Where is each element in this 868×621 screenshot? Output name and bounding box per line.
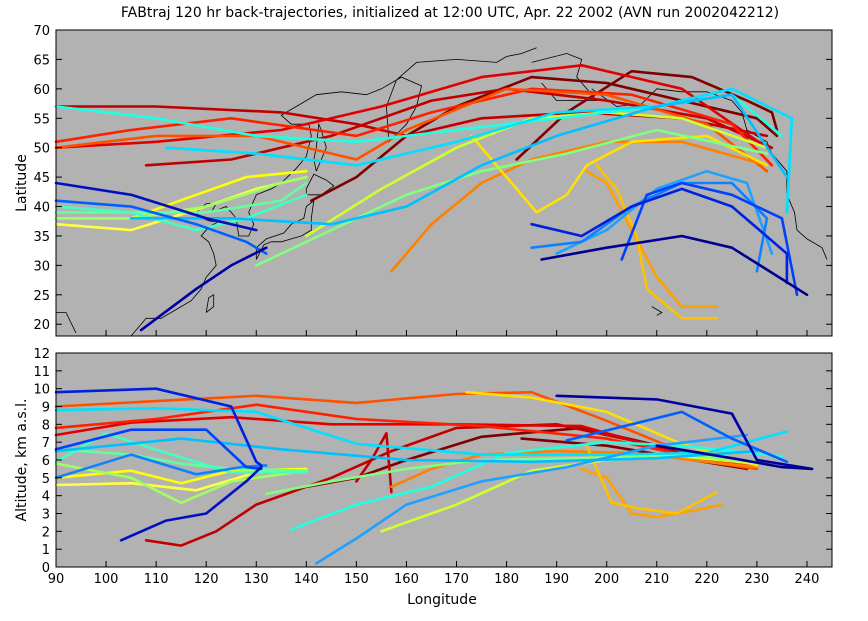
map-trajectories (54, 64, 809, 332)
altitude-x-tick-label: 190 (544, 572, 569, 587)
map-trajectory-line (129, 93, 789, 226)
altitude-y-tick-label: 12 (33, 347, 50, 362)
map-y-tick-label: 30 (33, 259, 50, 274)
map-y-tick-label: 55 (33, 112, 50, 127)
map-trajectory-line (530, 187, 789, 285)
altitude-x-tick-label: 230 (744, 572, 769, 587)
altitude-y-tick-label: 1 (42, 543, 50, 558)
altitude-trajectory-line (54, 407, 789, 456)
altitude-y-tick-label: 0 (42, 561, 50, 576)
altitude-trajectory-line (465, 390, 759, 467)
altitude-x-tick-label: 140 (294, 572, 319, 587)
map-trajectory-line (54, 87, 774, 167)
map-trajectory-line (54, 87, 769, 173)
map-trajectory-line (555, 169, 774, 255)
altitude-x-tick-label: 130 (244, 572, 269, 587)
map-y-tick-label: 50 (33, 142, 50, 157)
altitude-x-tick-label: 160 (394, 572, 419, 587)
map-y-tick-label: 45 (33, 171, 50, 186)
altitude-y-tick-label: 10 (33, 383, 50, 398)
altitude-x-tick-label: 200 (594, 572, 619, 587)
altitude-trajectory-line (655, 444, 814, 471)
altitude-trajectory-line (54, 387, 263, 467)
map-trajectory-line (620, 181, 799, 297)
map-trajectory-line (305, 111, 769, 238)
map-trajectory-line (585, 169, 719, 308)
map-trajectory-line (144, 87, 774, 167)
coastline (651, 306, 663, 316)
coastline (255, 199, 315, 260)
altitude-y-tick-label: 8 (42, 418, 50, 433)
map-y-tick-label: 20 (33, 318, 50, 333)
altitude-x-tick-label: 180 (494, 572, 519, 587)
altitude-y-tick-label: 2 (42, 525, 50, 540)
altitude-y-tick-label: 6 (42, 454, 50, 469)
map-trajectory-line (54, 181, 258, 232)
map-trajectory-line (139, 246, 268, 332)
coastline (591, 88, 828, 260)
coastline (205, 294, 215, 313)
map-trajectory-line (54, 181, 308, 214)
altitude-trajectory-line (54, 428, 263, 471)
altitude-x-tick-label: 120 (194, 572, 219, 587)
map-y-tick-label: 65 (33, 53, 50, 68)
map-axes-frame (55, 29, 833, 337)
altitude-x-tick-label: 240 (795, 572, 820, 587)
map-trajectory-line (390, 140, 769, 273)
coastline (531, 53, 598, 101)
map-trajectory-line (595, 164, 719, 320)
altitude-y-tick-label: 4 (42, 490, 50, 505)
altitude-trajectory-line (585, 444, 719, 515)
altitude-trajectory-line (555, 394, 814, 471)
map-y-tick-label: 35 (33, 230, 50, 245)
map-y-tick-label: 40 (33, 201, 50, 216)
map-y-axis-label: Latitude (14, 154, 30, 212)
altitude-trajectory-line (54, 437, 759, 464)
altitude-y-tick-label: 5 (42, 472, 50, 487)
map-y-tick-label: 60 (33, 83, 50, 98)
map-trajectory-line (164, 87, 794, 214)
altitude-x-tick-label: 220 (694, 572, 719, 587)
map-trajectory-line (54, 199, 268, 255)
map-trajectory-line (54, 193, 308, 232)
altitude-x-tick-label: 150 (344, 572, 369, 587)
map-trajectory-line (540, 234, 809, 297)
altitude-trajectories (54, 387, 814, 565)
map-trajectory-line (54, 175, 308, 220)
map-trajectory-line (310, 75, 779, 202)
map-trajectory-line (54, 64, 769, 149)
map-panel: 20 25 30 35 40 45 50 55 60 65 70 Latitude (14, 24, 833, 337)
map-y-tick-label: 25 (33, 289, 50, 304)
altitude-x-ticks: 90 100 110 120 130 140 150 160 170 180 190 200 210 22… (48, 561, 820, 587)
map-y-tick-label: 70 (33, 24, 50, 39)
altitude-y-tick-label: 3 (42, 508, 50, 523)
altitude-x-tick-label: 210 (644, 572, 669, 587)
map-trajectory-line (255, 128, 769, 267)
altitude-trajectory-line (119, 465, 263, 542)
altitude-x-tick-label: 90 (48, 572, 65, 587)
altitude-y-tick-label: 7 (42, 436, 50, 451)
altitude-x-tick-label: 170 (444, 572, 469, 587)
altitude-x-tick-label: 100 (94, 572, 119, 587)
altitude-x-axis-label: Longitude (407, 592, 477, 608)
figure-title: FABtraj 120 hr back-trajectories, initia… (121, 5, 779, 21)
altitude-trajectory-line (54, 462, 308, 505)
altitude-x-tick-label: 110 (144, 572, 169, 587)
altitude-y-axis-label: Altitude, km a.s.l. (14, 399, 30, 522)
altitude-trajectory-line (144, 423, 749, 547)
altitude-trajectory-line (580, 467, 724, 519)
altitude-trajectory-line (390, 449, 759, 489)
altitude-trajectory-line (290, 440, 784, 531)
altitude-y-tick-label: 9 (42, 401, 50, 416)
map-y-ticks: 20 25 30 35 40 45 50 55 60 65 70 (33, 24, 832, 336)
coastline (313, 122, 327, 172)
altitude-y-tick-label: 11 (33, 365, 50, 380)
coastline (56, 312, 77, 334)
